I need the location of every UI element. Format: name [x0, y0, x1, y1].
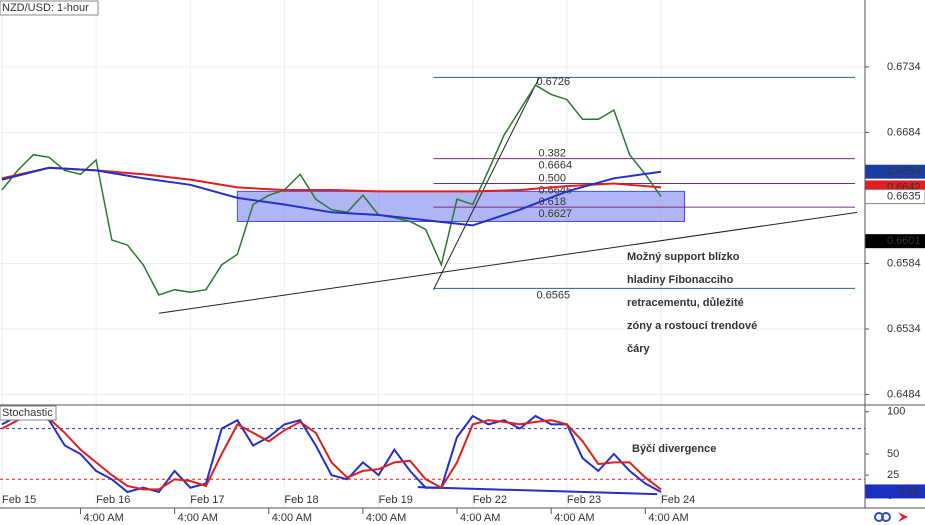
series-line: [1, 166, 662, 227]
time-tick-label: 4:00 AM: [272, 512, 312, 524]
share-icons[interactable]: [873, 511, 908, 523]
trendline: [158, 211, 858, 314]
series-line: [1, 166, 662, 193]
fib-label: 0.6627: [539, 208, 573, 220]
x-tick-label: Feb 18: [284, 494, 318, 506]
fib-ratio: 0.500: [539, 172, 567, 184]
time-tick-label: 4:00 AM: [178, 512, 218, 524]
x-tick-label: Feb 17: [190, 494, 224, 506]
fib-label: 0.6726: [537, 76, 571, 88]
y-tick-label: 50: [887, 448, 899, 460]
series-line: [1, 84, 662, 296]
series-line: [1, 414, 662, 494]
price-label-box: [865, 164, 925, 179]
chart-title: NZD/USD: 1-hour: [2, 2, 89, 14]
zone: [236, 190, 686, 223]
annotation: Možný support blízko: [627, 251, 740, 263]
y-tick-label: 0.6584: [887, 257, 921, 269]
price-label: 0.6654: [887, 166, 921, 178]
y-tick-label: 25: [887, 469, 899, 481]
x-tick-label: Feb 23: [567, 494, 601, 506]
current-box: [865, 484, 925, 499]
y-tick-label: 100: [887, 406, 905, 418]
time-tick-label: 4:00 AM: [83, 512, 123, 524]
y-tick-label: 0.6684: [887, 126, 921, 138]
annotation: zóny a rostoucí trendové: [627, 320, 757, 332]
trendline: [417, 486, 658, 496]
x-tick-label: Feb 19: [379, 494, 413, 506]
logo-icon[interactable]: [898, 512, 908, 522]
annotation: Býčí divergence: [632, 443, 716, 455]
time-tick-label: 4:00 AM: [648, 512, 688, 524]
time-tick-label: 4:00 AM: [366, 512, 406, 524]
price-label: 0.6635: [887, 191, 921, 203]
x-tick-label: Feb 16: [96, 494, 130, 506]
fib-ratio: 0.382: [539, 147, 567, 159]
fib-label: 0.6565: [537, 289, 571, 301]
x-tick-label: Feb 22: [473, 494, 507, 506]
current-label: 5.61: [898, 485, 919, 497]
x-tick-label: Feb 24: [661, 494, 695, 506]
series-line: [1, 414, 662, 491]
y-tick-label: 0.6534: [887, 323, 921, 335]
annotation: čáry: [627, 343, 651, 355]
time-tick-label: 4:00 AM: [460, 512, 500, 524]
y-tick-label: 0.6734: [887, 61, 921, 73]
price-label-box: [865, 234, 925, 249]
time-tick-label: 4:00 AM: [554, 512, 594, 524]
chart-title: Stochastic: [2, 407, 53, 419]
x-tick-label: Feb 15: [2, 494, 36, 506]
annotation: retracementu, důležité: [627, 297, 744, 309]
price-label: 0.6601: [887, 235, 921, 247]
title-box: [0, 405, 57, 421]
title-box: [0, 0, 99, 16]
annotation: hladiny Fibonacciho: [627, 274, 734, 286]
link-icon[interactable]: [881, 512, 891, 522]
y-tick-label: 0.6484: [887, 388, 921, 400]
fib-label: 0.6664: [539, 159, 573, 171]
trendline: [433, 77, 540, 290]
